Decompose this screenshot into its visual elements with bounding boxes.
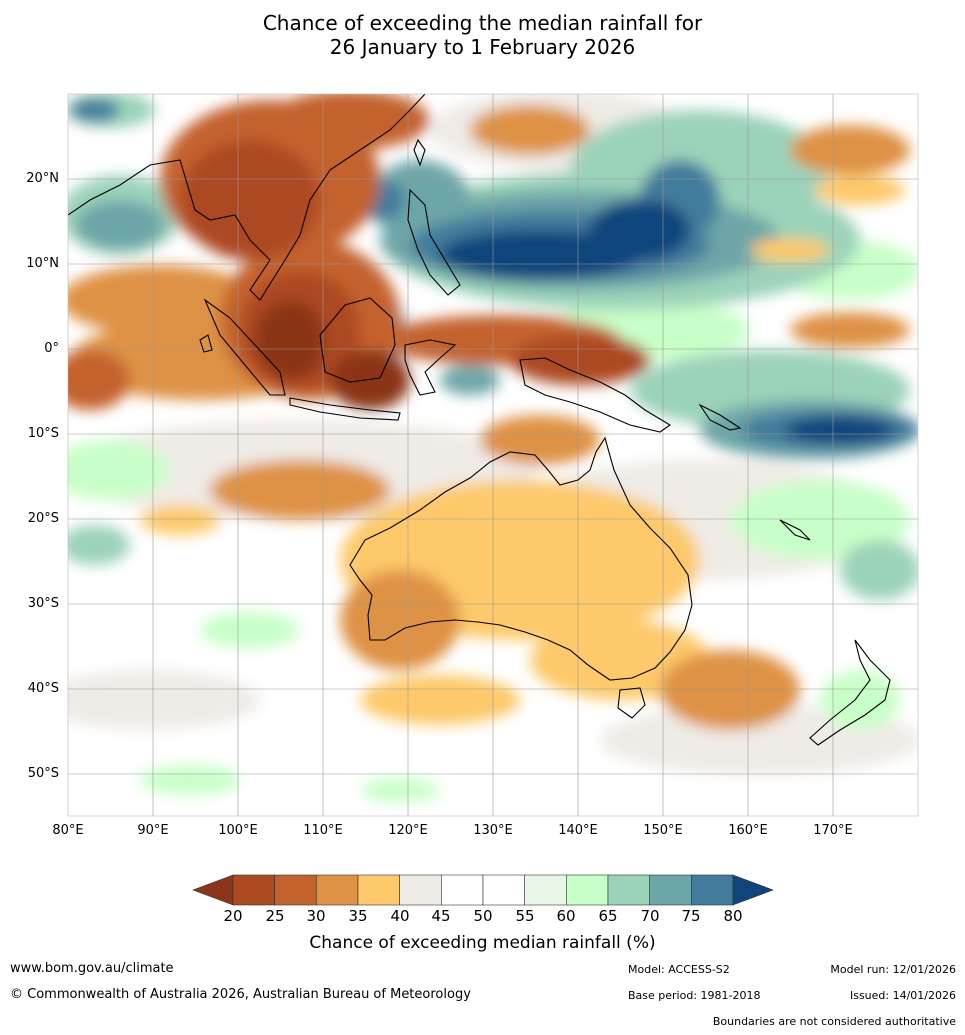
coastlines <box>68 94 891 746</box>
borneo-coast <box>319 297 396 383</box>
colorbar-cell <box>357 874 400 906</box>
colorbar-tick: 35 <box>348 907 368 925</box>
colorbar-tick: 60 <box>556 907 576 925</box>
philippines-coast <box>407 188 461 296</box>
website-link[interactable]: www.bom.gov.au/climate <box>10 961 174 976</box>
colorbar-cell <box>482 874 525 906</box>
colorbar-tick: 55 <box>515 907 535 925</box>
model-run-date: Model run: 12/01/2026 <box>830 963 956 976</box>
taiwan-coast <box>413 138 426 167</box>
new-guinea-coast <box>519 357 672 433</box>
colorbar-tick: 20 <box>223 907 243 925</box>
copyright-text: © Commonwealth of Australia 2026, Austra… <box>10 987 471 1002</box>
rainfall-field <box>68 94 918 802</box>
graticule <box>68 94 918 816</box>
lon-label: 80°E <box>52 823 84 838</box>
lon-label: 100°E <box>218 823 258 838</box>
colorbar-tick: 70 <box>640 907 660 925</box>
colorbar-label: Chance of exceeding median rainfall (%) <box>309 933 656 953</box>
colorbar-tick: 75 <box>681 907 701 925</box>
colorbar-tick: 45 <box>431 907 451 925</box>
colorbar-arrow-low <box>192 874 234 906</box>
base-period: Base period: 1981-2018 <box>628 989 761 1002</box>
colorbar-cell <box>566 874 609 906</box>
lat-label: 10°N <box>26 256 59 271</box>
lat-label: 10°S <box>27 426 59 441</box>
sumatra-coast <box>203 298 286 396</box>
colorbar-tick: 40 <box>390 907 410 925</box>
lon-label: 130°E <box>473 823 513 838</box>
new-zealand-coast <box>809 639 891 746</box>
australia-coast <box>349 436 693 681</box>
lat-label: 20°S <box>27 511 59 526</box>
colorbar-tick: 30 <box>306 907 326 925</box>
colorbar-arrow-high <box>732 874 774 906</box>
lat-label: 40°S <box>27 681 59 696</box>
colorbar-cell <box>524 874 567 906</box>
java-coast <box>289 397 401 421</box>
colorbar-tick: 80 <box>723 907 743 925</box>
lon-label: 170°E <box>813 823 853 838</box>
solomon-islands-coast <box>698 403 742 431</box>
sulawesi-coast <box>404 339 457 396</box>
model-name: Model: ACCESS-S2 <box>628 963 730 976</box>
colorbar-tick: 50 <box>473 907 493 925</box>
colorbar-cell <box>649 874 692 906</box>
colorbar-cell <box>691 874 734 906</box>
colorbar-tick: 25 <box>265 907 285 925</box>
lon-label: 120°E <box>388 823 428 838</box>
lon-label: 150°E <box>643 823 683 838</box>
colorbar-cell <box>274 874 317 906</box>
new-caledonia-coast <box>779 519 811 541</box>
lat-label: 0° <box>44 341 59 356</box>
lon-label: 90°E <box>137 823 169 838</box>
colorbar-cell <box>232 874 275 906</box>
chart-title-line1: Chance of exceeding the median rainfall … <box>262 11 703 35</box>
lon-label: 110°E <box>303 823 343 838</box>
issued-date: Issued: 14/01/2026 <box>849 989 956 1002</box>
lat-label: 30°S <box>27 596 59 611</box>
colorbar-cell <box>316 874 359 906</box>
lat-label: 50°S <box>27 766 59 781</box>
colorbar-cell <box>399 874 442 906</box>
map-frame <box>67 93 919 817</box>
sri-lanka-coast <box>199 334 213 353</box>
colorbar-tick: 65 <box>598 907 618 925</box>
colorbar-cell <box>607 874 650 906</box>
asia-coast <box>68 94 426 301</box>
chart-title-line2: 26 January to 1 February 2026 <box>329 35 636 59</box>
tasmania-coast <box>617 687 646 719</box>
lon-label: 160°E <box>728 823 768 838</box>
boundaries-disclaimer: Boundaries are not considered authoritat… <box>712 1015 956 1028</box>
colorbar-cell <box>441 874 484 906</box>
lat-label: 20°N <box>26 171 59 186</box>
lon-label: 140°E <box>558 823 598 838</box>
